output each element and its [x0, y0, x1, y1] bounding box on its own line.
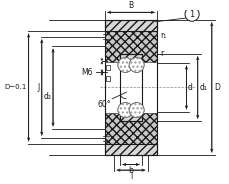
Circle shape	[117, 102, 132, 118]
Text: B: B	[128, 1, 133, 10]
Bar	[105, 76, 110, 81]
Bar	[105, 65, 110, 70]
Text: r₁: r₁	[159, 31, 166, 40]
Text: r: r	[159, 49, 163, 58]
Bar	[119, 113, 142, 121]
Text: M6: M6	[81, 68, 92, 77]
Text: D−0.1: D−0.1	[4, 84, 27, 91]
Text: d₂: d₂	[43, 92, 51, 101]
Text: d₁: d₁	[199, 83, 207, 92]
Text: l: l	[129, 172, 132, 181]
Circle shape	[117, 57, 132, 72]
Bar	[104, 144, 157, 155]
Bar	[104, 113, 157, 144]
Circle shape	[184, 7, 198, 21]
Text: 1: 1	[189, 10, 194, 19]
Bar	[104, 31, 157, 62]
Text: b: b	[128, 166, 133, 175]
Text: J: J	[38, 83, 40, 92]
Text: d: d	[187, 83, 191, 92]
Circle shape	[128, 102, 144, 118]
Bar	[119, 54, 142, 62]
Bar	[104, 20, 157, 31]
Text: D: D	[214, 83, 220, 92]
Circle shape	[128, 57, 144, 72]
Text: 60°: 60°	[98, 100, 111, 109]
